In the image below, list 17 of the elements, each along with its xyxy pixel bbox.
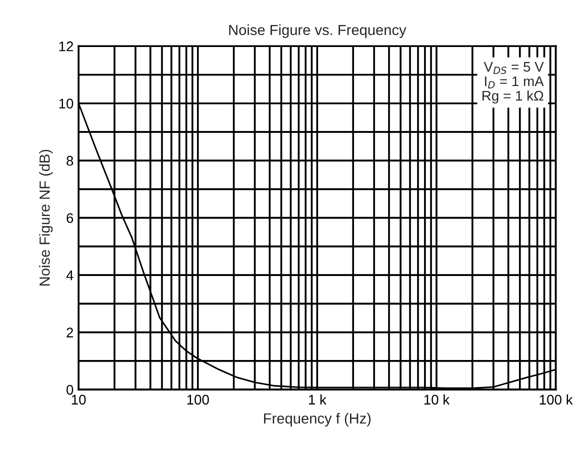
- x-tick-label: 100: [187, 394, 209, 405]
- x-tick-label: 1 k: [308, 394, 326, 404]
- annotation: I$_{D}$ = 1 mA: [485, 76, 544, 88]
- y-tick-label: 2: [66, 328, 74, 338]
- y-tick-label: 4: [66, 270, 74, 280]
- y-tick-label: 12: [59, 41, 74, 52]
- annotation: V$_{DS}$ = 5 V: [484, 62, 544, 74]
- y-tick-label: 8: [66, 156, 74, 166]
- annotation: Rg = 1 kΩ: [482, 90, 544, 104]
- y-tick-label: 10: [59, 98, 74, 109]
- y-axis-title: Noise Figure NF (dB): [39, 150, 53, 286]
- x-tick-label: 10 k: [424, 394, 450, 405]
- chart-title: Noise Figure vs. Frequency: [229, 24, 406, 38]
- x-tick-label: 100 k: [540, 394, 573, 405]
- y-tick-label: 0: [66, 384, 74, 395]
- y-tick-label: 6: [66, 213, 74, 223]
- x-axis-title: Frequency f (Hz): [264, 412, 371, 427]
